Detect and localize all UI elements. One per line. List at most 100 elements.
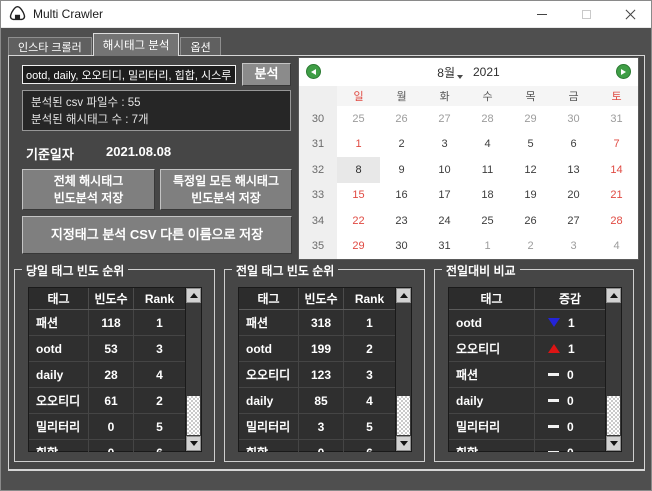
calendar-day[interactable]: 4 — [613, 240, 620, 253]
calendar-day[interactable]: 29 — [524, 112, 537, 125]
calendar-day[interactable]: 17 — [438, 189, 451, 202]
maximize-icon — [581, 9, 591, 19]
scrollbar-thumb[interactable] — [607, 395, 620, 435]
table-row[interactable]: 오오티디 1 — [449, 336, 605, 362]
calendar-day[interactable]: 2 — [398, 138, 405, 151]
scrollbar[interactable] — [186, 287, 202, 452]
table-row[interactable]: daily 28 4 — [29, 362, 185, 388]
scrollbar[interactable] — [396, 287, 412, 452]
delta-direction-icon — [548, 399, 559, 402]
table-row[interactable]: daily 0 — [449, 388, 605, 414]
table-row[interactable]: 밀리터리 0 — [449, 414, 605, 440]
calendar-day[interactable]: 7 — [613, 138, 620, 151]
calendar-day[interactable]: 28 — [481, 112, 494, 125]
analyze-button[interactable]: 분석 — [242, 63, 291, 86]
calendar-day[interactable]: 20 — [567, 189, 580, 202]
calendar-day[interactable]: 19 — [524, 189, 537, 202]
cell-rank: 2 — [156, 393, 163, 408]
calendar-day[interactable]: 14 — [610, 163, 623, 176]
save-all-hashtags-button[interactable]: 전체 해시태그 빈도분석 저장 — [22, 169, 155, 210]
table-row[interactable]: ootd 1 — [449, 310, 605, 336]
minimize-button[interactable] — [520, 0, 564, 28]
next-month-button[interactable] — [616, 64, 631, 79]
calendar-day[interactable]: 22 — [352, 214, 365, 227]
calendar-day[interactable]: 28 — [610, 214, 623, 227]
scroll-up-button[interactable] — [606, 288, 621, 303]
calendar-day[interactable]: 23 — [395, 214, 408, 227]
month-dropdown[interactable]: 8월 — [437, 64, 463, 81]
calendar-day[interactable]: 16 — [395, 189, 408, 202]
calendar-day[interactable]: 1 — [355, 138, 362, 151]
calendar-week-days: 29 30 31 1 2 3 4 — [337, 234, 638, 260]
calendar-day[interactable]: 27 — [567, 214, 580, 227]
calendar-day[interactable]: 21 — [610, 189, 623, 202]
calendar-day[interactable]: 9 — [398, 163, 405, 176]
cell-freq: 199 — [299, 336, 344, 361]
table-row[interactable]: 밀리터리 0 5 — [29, 414, 185, 440]
scroll-down-button[interactable] — [186, 436, 201, 451]
table-row[interactable]: daily 85 4 — [239, 388, 395, 414]
calendar-day[interactable]: 26 — [524, 214, 537, 227]
calendar-day[interactable]: 12 — [524, 163, 537, 176]
calendar-day[interactable]: 11 — [481, 163, 494, 176]
tab-hashtag-analysis[interactable]: 해시태그 분석 — [92, 33, 180, 56]
scroll-down-button[interactable] — [606, 436, 621, 451]
summary-line-hashtag-count: 분석된 해시태그 수 : 7개 — [31, 114, 149, 127]
calendar-day[interactable]: 4 — [484, 138, 491, 151]
delta-value: 0 — [567, 393, 574, 408]
calendar-day[interactable]: 31 — [438, 240, 451, 253]
delta-direction-icon — [548, 318, 560, 327]
maximize-button[interactable] — [564, 0, 608, 28]
calendar-day[interactable]: 30 — [395, 240, 408, 253]
hashtag-input[interactable] — [22, 65, 236, 84]
calendar-day[interactable]: 8 — [337, 157, 380, 183]
calendar-day[interactable]: 18 — [481, 189, 494, 202]
table-row[interactable]: 오오티디 123 3 — [239, 362, 395, 388]
week-column-header — [299, 86, 337, 106]
scroll-up-button[interactable] — [396, 288, 411, 303]
save-day-hashtags-button[interactable]: 특정일 모든 해시태그 빈도분석 저장 — [160, 169, 292, 210]
table-row[interactable]: 힙합 0 6 — [239, 440, 395, 452]
save-all-hashtags-line1: 전체 해시태그 — [53, 173, 124, 188]
calendar-day[interactable]: 3 — [441, 138, 448, 151]
table-row[interactable]: 패션 0 — [449, 362, 605, 388]
tab-options[interactable]: 옵션 — [180, 37, 221, 56]
cell-rank: 6 — [344, 440, 395, 453]
close-button[interactable] — [608, 0, 652, 28]
save-csv-as-button[interactable]: 지정태그 분석 CSV 다른 이름으로 저장 — [22, 216, 292, 254]
calendar-day[interactable]: 27 — [438, 112, 451, 125]
scrollbar-thumb[interactable] — [397, 395, 410, 435]
calendar-day[interactable]: 25 — [481, 214, 494, 227]
calendar-day[interactable]: 24 — [438, 214, 451, 227]
table-row[interactable]: 패션 318 1 — [239, 310, 395, 336]
cell-freq: 61 — [89, 388, 134, 413]
calendar-day[interactable]: 31 — [610, 112, 623, 125]
table-row[interactable]: ootd 199 2 — [239, 336, 395, 362]
calendar-day[interactable]: 6 — [570, 138, 577, 151]
table-row[interactable]: 밀리터리 3 5 — [239, 414, 395, 440]
scrollbar[interactable] — [606, 287, 622, 452]
tab-instagram-crawler[interactable]: 인스타 크롤러 — [8, 37, 92, 56]
calendar-day[interactable]: 3 — [570, 240, 577, 253]
calendar-day[interactable]: 1 — [484, 240, 491, 253]
calendar-day[interactable]: 5 — [527, 138, 534, 151]
table-row[interactable]: 오오티디 61 2 — [29, 388, 185, 414]
calendar-day[interactable]: 25 — [352, 112, 365, 125]
save-day-hashtags-line2: 빈도분석 저장 — [191, 190, 261, 205]
scrollbar-thumb[interactable] — [187, 395, 200, 435]
calendar-day[interactable]: 13 — [567, 163, 580, 176]
prev-month-button[interactable] — [306, 64, 321, 79]
calendar-day[interactable]: 2 — [527, 240, 534, 253]
table-row[interactable]: 힙합 0 6 — [29, 440, 185, 452]
calendar-day[interactable]: 30 — [567, 112, 580, 125]
table-row[interactable]: 패션 118 1 — [29, 310, 185, 336]
scroll-up-button[interactable] — [186, 288, 201, 303]
table-row[interactable]: 힙합 0 — [449, 440, 605, 452]
calendar-day[interactable]: 10 — [438, 163, 451, 176]
calendar-day[interactable]: 29 — [352, 240, 365, 253]
calendar-day[interactable]: 15 — [352, 189, 365, 202]
table-row[interactable]: ootd 53 3 — [29, 336, 185, 362]
calendar-header: 8월 2021 — [299, 58, 638, 86]
calendar-day[interactable]: 26 — [395, 112, 408, 125]
scroll-down-button[interactable] — [396, 436, 411, 451]
